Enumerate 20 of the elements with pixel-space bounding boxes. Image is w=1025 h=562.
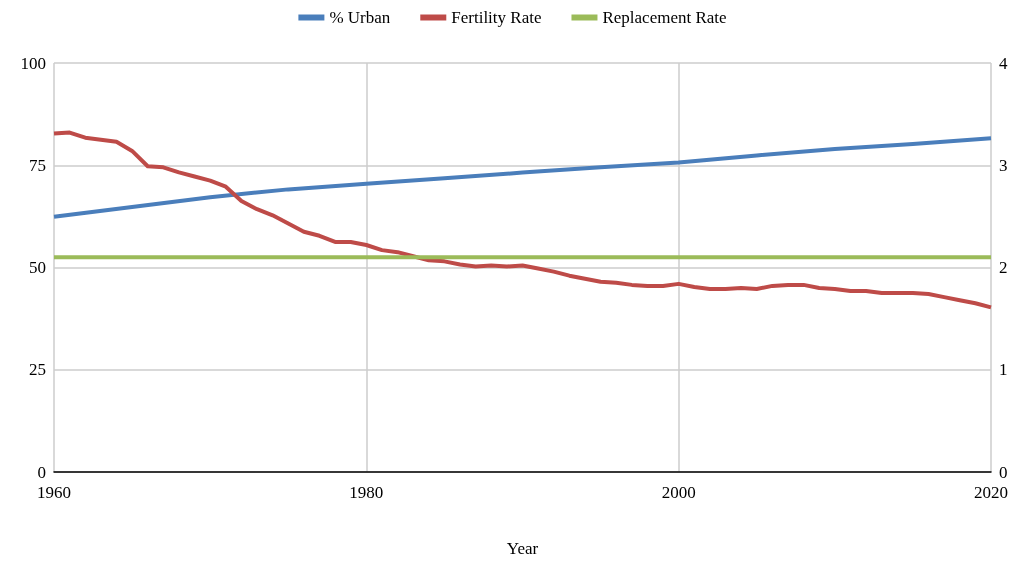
x-tick-label: 1960 (37, 483, 71, 502)
legend-label: Replacement Rate (602, 8, 727, 27)
line-series (52, 130, 993, 310)
y2-tick-label: 2 (999, 258, 1008, 277)
y-tick-label: 100 (20, 53, 46, 73)
y-tick-label: 50 (29, 258, 46, 277)
x-tick-label: 2020 (974, 483, 1008, 502)
x-tick-label: 1980 (349, 483, 384, 502)
y2-tick-label: 1 (999, 360, 1008, 380)
line-series (52, 136, 993, 219)
x-tick-label: 2000 (661, 483, 696, 502)
y-tick-label: 75 (29, 155, 46, 175)
legend-label: Fertility Rate (451, 8, 542, 27)
x-axis-title: Year (506, 539, 539, 558)
y2-tick-label: 3 (999, 155, 1008, 175)
y2-tick-label: 4 (999, 53, 1008, 73)
y2-tick-label: 0 (999, 462, 1008, 482)
y-tick-label: 25 (29, 360, 46, 380)
y-tick-label: 0 (37, 462, 46, 482)
legend-label: % Urban (329, 8, 391, 27)
